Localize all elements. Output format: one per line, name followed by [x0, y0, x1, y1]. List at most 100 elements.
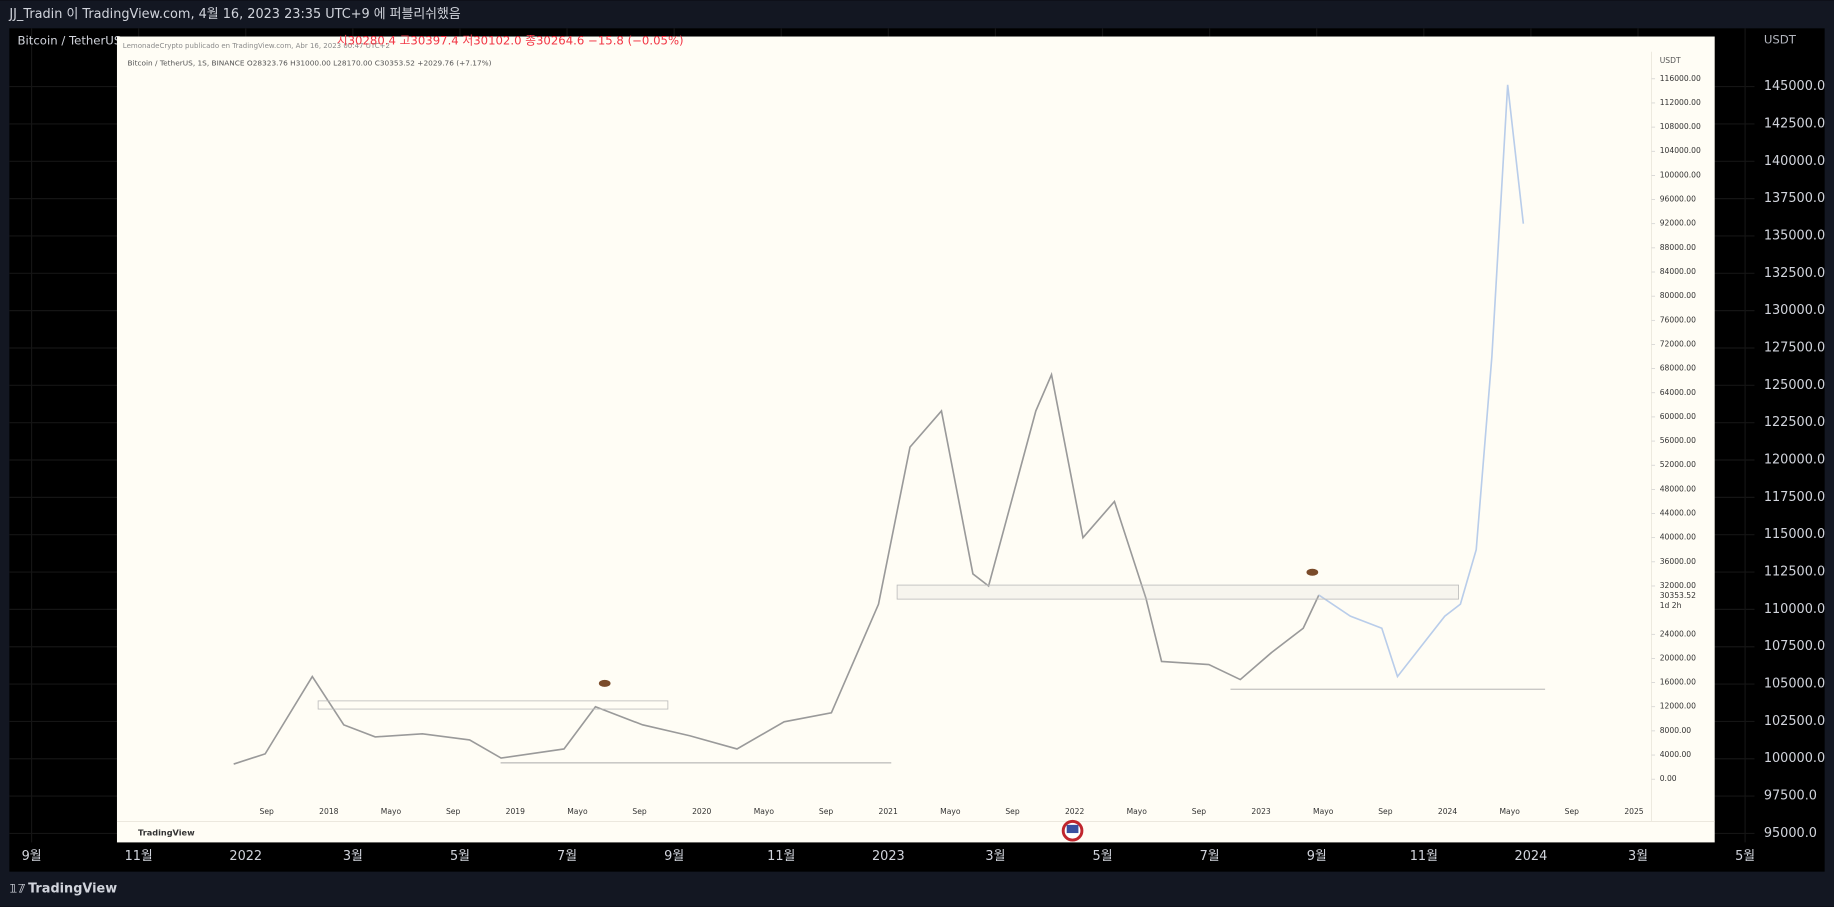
inner-price-label: 12000.00 — [1660, 702, 1696, 711]
footer-brand: TradingView — [28, 882, 117, 897]
time-tick-label: 11월 — [125, 849, 153, 864]
price-tick-label: 107500.0 — [1764, 639, 1825, 654]
time-tick-label: 2022 — [229, 849, 262, 864]
support-zone — [317, 700, 669, 710]
inner-price-label: 80000.00 — [1660, 291, 1696, 300]
time-tick-label: 9월 — [22, 849, 42, 864]
price-tick-label: 102500.0 — [1764, 714, 1825, 729]
price-tag — [1653, 590, 1713, 615]
inner-price-label: 24000.00 — [1660, 629, 1696, 638]
inner-price-label: 16000.00 — [1660, 678, 1696, 687]
price-tick-label: 122500.0 — [1764, 415, 1825, 430]
inner-price-label: 84000.00 — [1660, 267, 1696, 276]
inner-time-label: 2025 — [1624, 807, 1643, 816]
inner-time-label: 2020 — [692, 807, 711, 816]
time-tick-label: 5월 — [1093, 849, 1113, 864]
inner-price-label: 32000.00 — [1660, 581, 1696, 590]
inner-time-label: 2024 — [1438, 807, 1457, 816]
inner-time-label: Mayo — [1127, 807, 1148, 816]
inner-time-label: Sep — [632, 807, 646, 816]
inner-price-label: 112000.00 — [1660, 98, 1701, 107]
inner-brand: TradingView — [138, 828, 195, 838]
inner-price-label: 60000.00 — [1660, 412, 1696, 421]
inner-price-label: 88000.00 — [1660, 243, 1696, 252]
inner-price-label: 20000.00 — [1660, 653, 1696, 662]
inner-time-label: Sep — [1005, 807, 1019, 816]
inner-price-label: 4000.00 — [1660, 750, 1692, 759]
legend-ohlc: 시30280.4 고30397.4 저30102.0 종30264.6 −15.… — [337, 34, 684, 48]
price-tick-label: 137500.0 — [1764, 191, 1825, 206]
price-line — [1318, 84, 1525, 679]
time-tick-label: 3월 — [343, 849, 363, 864]
time-tick-label: 11월 — [767, 849, 795, 864]
price-tick-label: 130000.0 — [1764, 303, 1825, 318]
watermark: LemonadeCrypto publicado en TradingView.… — [123, 41, 390, 50]
inner-price-label: 0.00 — [1660, 774, 1677, 783]
inner-time-label: Sep — [446, 807, 460, 816]
price-tick-label: 125000.0 — [1764, 378, 1825, 393]
inner-price-label: 96000.00 — [1660, 195, 1696, 204]
price-unit: USDT — [1764, 33, 1797, 47]
price-tick-label: 100000.0 — [1764, 751, 1825, 766]
inner-price-label: 8000.00 — [1660, 726, 1692, 735]
inner-time-label: 2019 — [506, 807, 525, 816]
time-tick-label: 5월 — [1735, 849, 1755, 864]
price-tick-label: 132500.0 — [1764, 266, 1825, 281]
inner-time-label: Mayo — [754, 807, 775, 816]
inner-price-label: 76000.00 — [1660, 315, 1696, 324]
price-tick-label: 145000.0 — [1764, 79, 1825, 94]
price-tick-label: 115000.0 — [1764, 527, 1825, 542]
support-zone — [896, 584, 1459, 600]
inner-time-label: Mayo — [567, 807, 588, 816]
inner-time-label: 2018 — [319, 807, 338, 816]
inner-price-label: 44000.00 — [1660, 509, 1696, 518]
inner-plot — [233, 78, 1656, 780]
inner-price-label: 36000.00 — [1660, 557, 1696, 566]
price-tick-label: 140000.0 — [1764, 154, 1825, 169]
price-tick-label: 117500.0 — [1764, 490, 1825, 505]
time-tick-label: 3월 — [1628, 849, 1648, 864]
time-tick-label: 7월 — [557, 849, 577, 864]
inner-time-label: Mayo — [1500, 807, 1521, 816]
inner-price-label: 72000.00 — [1660, 339, 1696, 348]
legend-symbol: Bitcoin / TetherUS — [18, 34, 122, 48]
eye-icon — [598, 679, 611, 687]
price-tick-label: 135000.0 — [1764, 228, 1825, 243]
inner-time-label: Mayo — [940, 807, 961, 816]
time-tick-label: 9월 — [664, 849, 684, 864]
inner-time-label: Sep — [1565, 807, 1579, 816]
inner-price-label: 64000.00 — [1660, 388, 1696, 397]
last-price: 30353.52 — [1660, 591, 1696, 600]
inner-price-label: 92000.00 — [1660, 219, 1696, 228]
time-tick-label: 7월 — [1200, 849, 1220, 864]
header-title: JJ_Tradin 이 TradingView.com, 4월 16, 2023… — [8, 6, 460, 22]
inner-price-label: 116000.00 — [1660, 74, 1701, 83]
time-tick-label: 2024 — [1515, 849, 1548, 864]
flag-icon — [1066, 824, 1079, 834]
inner-time-label: Mayo — [1313, 807, 1334, 816]
countdown: 1d 2h — [1660, 601, 1682, 610]
inner-price-label: 108000.00 — [1660, 122, 1701, 131]
inner-price-label: 48000.00 — [1660, 484, 1696, 493]
price-tick-label: 142500.0 — [1764, 116, 1825, 131]
inner-time-label: 2023 — [1251, 807, 1270, 816]
price-tick-label: 97500.0 — [1764, 789, 1817, 804]
price-tick-label: 112500.0 — [1764, 565, 1825, 580]
inner-time-label: 2021 — [879, 807, 898, 816]
time-tick-label: 5월 — [450, 849, 470, 864]
inner-legend: Bitcoin / TetherUS, 1S, BINANCE O28323.7… — [127, 58, 491, 67]
time-tick-label: 9월 — [1307, 849, 1327, 864]
price-tick-label: 105000.0 — [1764, 677, 1825, 692]
time-tick-label: 11월 — [1410, 849, 1438, 864]
inner-time-label: Sep — [1192, 807, 1206, 816]
inner-time-label: Sep — [819, 807, 833, 816]
inner-time-label: Sep — [260, 807, 274, 816]
inner-time-label: 2022 — [1065, 807, 1084, 816]
inner-price-label: 104000.00 — [1660, 146, 1701, 155]
footer-logo: 𝟙𝟟 — [9, 882, 25, 896]
price-tick-label: 120000.0 — [1764, 453, 1825, 468]
inner-price-label: 100000.00 — [1660, 170, 1701, 179]
inner-price-label: 52000.00 — [1660, 460, 1696, 469]
inner-time-label: Mayo — [381, 807, 402, 816]
